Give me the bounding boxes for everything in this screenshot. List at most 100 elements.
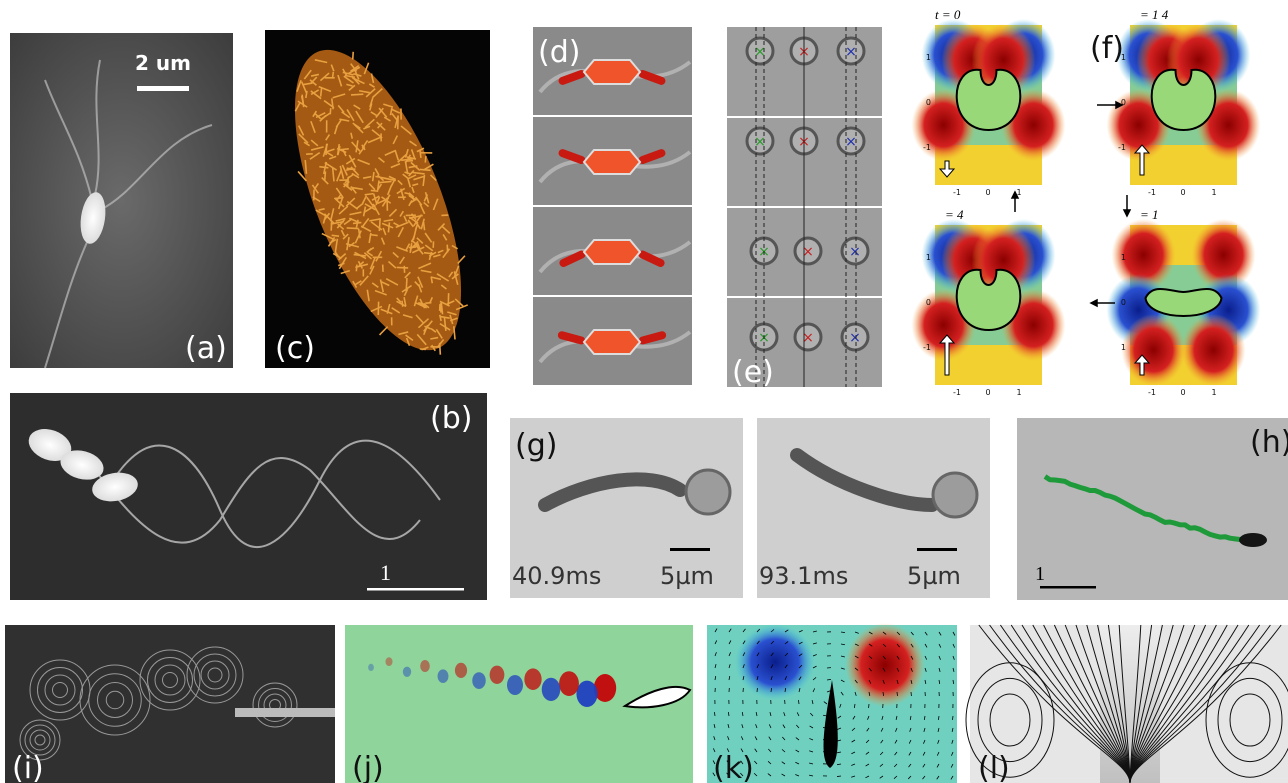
cilium <box>401 300 404 307</box>
velocity-vector <box>893 775 898 779</box>
y-tick-label: 1 <box>926 53 931 62</box>
velocity-vector <box>840 691 844 696</box>
cilium <box>386 185 393 196</box>
frame-title: = 4 <box>945 207 964 222</box>
x-tick-label: 1 <box>1211 388 1216 397</box>
velocity-vector <box>812 688 816 693</box>
velocity-vector <box>923 739 926 744</box>
velocity-vector <box>840 655 845 658</box>
cilium <box>402 173 409 180</box>
velocity-vector <box>910 667 913 672</box>
cilium <box>416 147 425 153</box>
shape <box>1010 100 1132 308</box>
cilium <box>423 194 429 202</box>
cilium <box>408 195 418 201</box>
cilium <box>363 252 373 260</box>
label: 1 <box>380 560 391 585</box>
y-tick-label: -1 <box>1118 143 1126 152</box>
cilium <box>319 114 327 122</box>
velocity-vector <box>726 760 730 765</box>
cilium <box>314 59 328 64</box>
velocity-vector <box>879 763 884 767</box>
velocity-vector <box>782 724 786 729</box>
velocity-vector <box>854 655 859 659</box>
bead <box>745 126 775 156</box>
cilium <box>348 154 357 168</box>
vortex <box>1181 314 1246 386</box>
velocity-vector <box>809 750 814 753</box>
x-tick-label: -1 <box>953 388 961 397</box>
velocity-vector <box>727 736 730 741</box>
cilium <box>294 102 301 112</box>
velocity-vector <box>756 652 760 657</box>
cilium <box>350 132 354 139</box>
cilium <box>336 193 342 201</box>
cilium <box>423 251 434 255</box>
velocity-vector <box>826 679 832 681</box>
cilium <box>305 90 308 99</box>
shape: 40.9ms 5µm 93.1ms 5µm <box>510 418 990 598</box>
velocity-vector <box>768 724 772 729</box>
cilium <box>384 149 397 157</box>
cilium <box>438 314 442 322</box>
shape <box>94 439 441 548</box>
cilium <box>354 230 362 244</box>
velocity-vector <box>893 763 898 768</box>
velocity-vector <box>728 675 731 681</box>
arm <box>557 331 586 345</box>
cilium <box>378 218 381 232</box>
velocity-vector <box>854 691 857 696</box>
velocity-vector <box>854 631 859 634</box>
x-tick-label: 0 <box>985 188 990 197</box>
cilium <box>309 79 317 86</box>
cilium <box>346 83 353 87</box>
streamline <box>29 729 51 751</box>
shape <box>94 59 101 196</box>
cilium <box>419 203 426 215</box>
velocity-vector <box>727 711 730 717</box>
velocity-vector <box>796 712 800 717</box>
shape <box>1239 533 1267 547</box>
velocity-vector <box>865 763 870 767</box>
cilium <box>369 218 380 222</box>
vortex <box>1121 314 1186 386</box>
velocity-vector <box>809 725 814 729</box>
cilium <box>356 202 364 209</box>
shape <box>367 588 464 591</box>
cilium <box>315 209 327 217</box>
cilium <box>303 141 311 147</box>
cross: × <box>802 244 814 260</box>
cilium <box>369 265 375 275</box>
cilium <box>382 227 387 236</box>
wake-vortex <box>576 680 598 707</box>
cilium <box>381 222 394 229</box>
velocity-vector <box>937 727 940 732</box>
cilium <box>367 136 381 144</box>
cilium <box>361 217 370 229</box>
cilium <box>337 262 345 267</box>
cilium <box>417 318 430 329</box>
cilium <box>324 161 338 171</box>
cilium <box>394 150 400 161</box>
cilium <box>367 246 375 252</box>
cilium <box>363 62 370 75</box>
cilium <box>377 197 390 205</box>
velocity-vector <box>742 664 745 669</box>
cilium <box>445 300 455 306</box>
cilium <box>383 218 394 223</box>
cilium <box>413 214 423 227</box>
streamline <box>44 674 76 706</box>
cilium <box>397 179 403 186</box>
cilium <box>351 141 361 152</box>
velocity-vector <box>795 737 800 741</box>
velocity-vector <box>910 679 913 684</box>
streamline <box>147 657 193 703</box>
velocity-vector <box>714 640 718 645</box>
streamline <box>37 667 83 713</box>
velocity-vector <box>894 751 898 756</box>
velocity-vector <box>741 711 744 717</box>
cilium <box>390 179 396 187</box>
cilium <box>371 129 383 139</box>
velocity-vector <box>812 642 817 645</box>
velocity-vector <box>924 679 927 684</box>
